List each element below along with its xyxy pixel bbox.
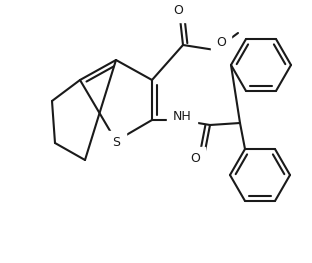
Text: NH: NH bbox=[173, 109, 191, 123]
Text: S: S bbox=[112, 136, 120, 149]
Text: O: O bbox=[173, 3, 183, 17]
Text: O: O bbox=[190, 153, 200, 165]
Text: O: O bbox=[216, 36, 226, 48]
